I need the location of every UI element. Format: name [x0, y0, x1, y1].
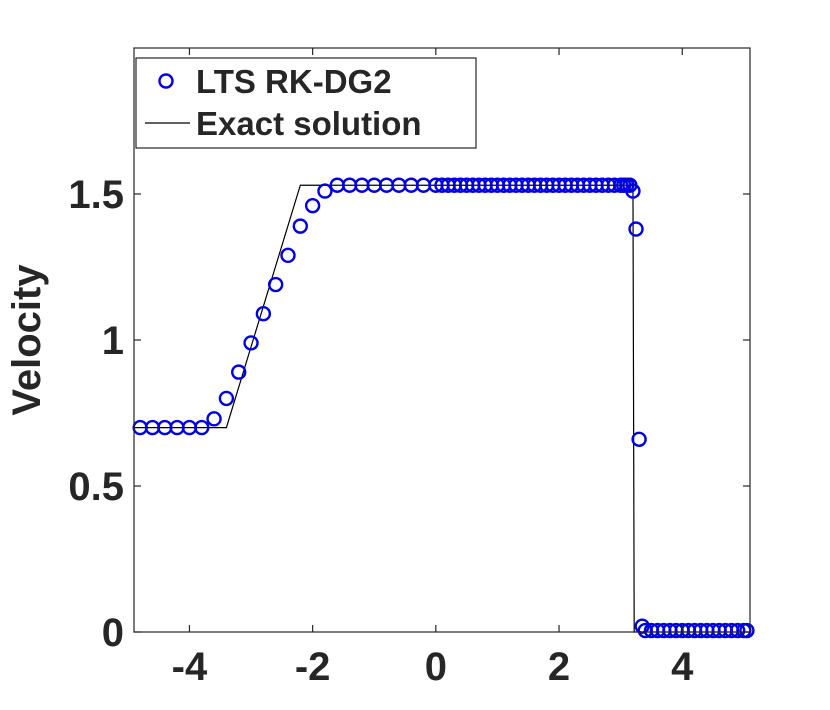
lts-rk-dg2-point — [280, 247, 296, 264]
lts-rk-dg2-point — [729, 622, 746, 639]
lts-rk-dg2-point — [194, 419, 210, 436]
lts-rk-dg2-point — [625, 183, 641, 199]
exact-solution-line — [134, 184, 750, 633]
lts-rk-dg2-point — [231, 364, 247, 380]
lts-rk-dg2-point — [267, 276, 284, 293]
x-tick-label: -4 — [172, 645, 208, 689]
y-tick-label: 0.5 — [68, 465, 124, 509]
legend-box — [135, 57, 477, 149]
axis-ticks: -4 -2 0 2 4 0 0.5 1 1.5 — [68, 48, 750, 689]
lts-rk-dg2-point — [218, 390, 235, 407]
lts-rk-dg2-point — [292, 218, 309, 234]
y-tick-label: 1 — [102, 319, 124, 363]
y-tick-label: 1.5 — [68, 173, 124, 217]
lts-rk-dg2-point — [255, 306, 272, 322]
chart-marks — [132, 177, 755, 639]
lts-rk-dg2-point — [317, 183, 333, 199]
y-axis-label: Velocity — [5, 264, 49, 416]
legend-label-lts-rk-dg2: LTS RK-DG2 — [196, 63, 392, 100]
legend: LTS RK-DG2 Exact solution — [135, 57, 477, 149]
legend-label-exact-solution: Exact solution — [196, 105, 422, 142]
y-tick-label: 0 — [102, 611, 124, 655]
lts-rk-dg2-point — [628, 221, 644, 237]
x-tick-label: 4 — [671, 645, 694, 689]
lts-rk-dg2-point — [304, 197, 321, 214]
x-tick-label: 2 — [548, 645, 570, 689]
legend-marker-lts-rk-dg2 — [158, 73, 174, 89]
lts-rk-dg2-point — [243, 335, 259, 351]
lts-rk-dg2-point — [206, 411, 222, 427]
lts-rk-dg2-point — [631, 431, 647, 447]
lts-rk-dg2-point — [739, 622, 755, 639]
x-tick-label: 0 — [425, 645, 447, 689]
x-tick-label: -2 — [295, 645, 331, 689]
